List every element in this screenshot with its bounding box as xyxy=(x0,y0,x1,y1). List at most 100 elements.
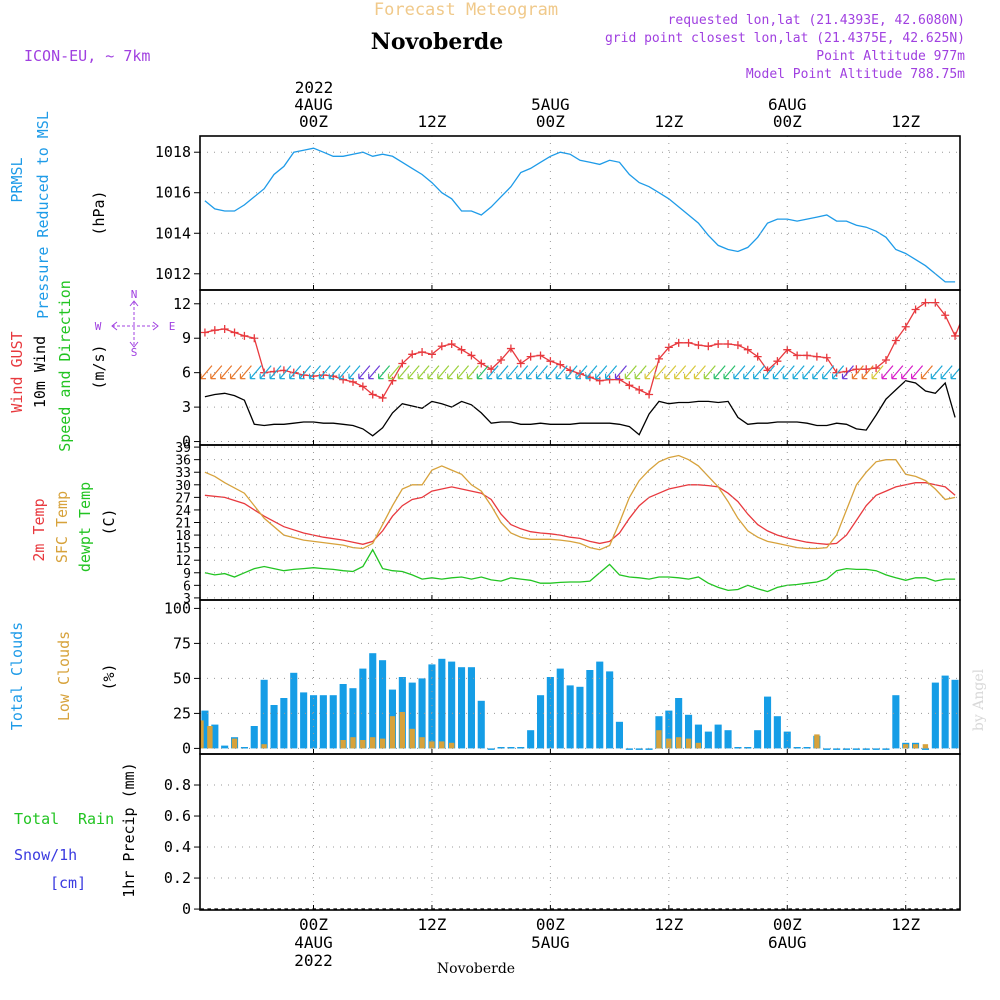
wind-barb-shaft xyxy=(526,365,539,380)
total-cloud-bar xyxy=(734,747,742,749)
gust-point-marker xyxy=(753,352,762,361)
total-cloud-bar xyxy=(379,660,387,749)
wind-barb xyxy=(535,365,548,380)
wind-barb-shaft xyxy=(200,365,213,380)
wind-barb xyxy=(713,365,726,380)
snow-label: Snow/1h xyxy=(14,846,77,864)
gust-point-marker xyxy=(625,381,634,390)
wind-barb-shaft xyxy=(496,365,509,380)
total-cloud-bar xyxy=(497,747,505,749)
wind-barb-shaft xyxy=(407,365,420,380)
total-cloud-bar xyxy=(250,726,258,749)
temp-unit-label: (C) xyxy=(100,508,118,535)
gust-point-marker xyxy=(546,357,555,366)
wind-barb-shaft xyxy=(644,365,657,380)
top-time-label: 00Z xyxy=(773,112,802,131)
wind-barb xyxy=(476,365,489,380)
bottom-time-label: 12Z xyxy=(654,915,683,934)
gust-point-marker xyxy=(605,375,614,384)
gust-point-marker xyxy=(200,328,209,337)
total-cloud-bar xyxy=(260,679,268,749)
bottom-date-label: 5AUG xyxy=(531,933,570,952)
total-label: Total xyxy=(14,810,59,828)
wind-barb xyxy=(881,365,894,380)
gust-point-marker xyxy=(388,376,397,385)
wind-barb xyxy=(832,365,845,380)
total-cloud-bar xyxy=(349,688,357,749)
low-cloud-bar xyxy=(666,738,672,749)
gust-point-marker xyxy=(427,350,436,359)
wind-barb-shaft xyxy=(269,365,282,380)
gust-point-marker xyxy=(714,339,723,348)
wind-barb xyxy=(318,365,331,380)
wind-barb xyxy=(634,365,647,380)
wind-barb-shaft xyxy=(792,365,805,380)
gust-point-marker xyxy=(743,345,752,354)
wind-barb xyxy=(743,365,756,380)
wind-barb xyxy=(200,365,213,380)
low-cloud-bar xyxy=(360,740,366,749)
wind-barb xyxy=(703,365,716,380)
low-cloud-bar xyxy=(340,740,346,749)
total-cloud-bar xyxy=(793,747,801,749)
total-cloud-bar xyxy=(625,748,633,750)
wind-ytick-label: 6 xyxy=(182,364,191,382)
total-cloud-bar xyxy=(961,699,968,748)
wind-barb xyxy=(526,365,539,380)
total-cloud-bar xyxy=(418,678,426,749)
temperature-ytick-label: 9 xyxy=(183,567,191,582)
wind-barb xyxy=(427,365,440,380)
total-cloud-bar xyxy=(665,710,673,749)
total-cloud-bar xyxy=(675,698,683,749)
gust-point-marker xyxy=(358,382,367,391)
dewpt-label: dewpt Temp xyxy=(76,482,94,572)
total-cloud-bar xyxy=(477,700,485,749)
wind-barb xyxy=(762,365,775,380)
wind-barb xyxy=(851,365,864,380)
total-cloud-bar xyxy=(201,710,209,749)
wind-barb xyxy=(506,365,519,380)
gust-point-marker xyxy=(881,356,890,365)
total-cloud-bar xyxy=(428,664,436,749)
gust-point-marker xyxy=(368,390,377,399)
series-line-dewpt-temp xyxy=(204,548,956,593)
precip-ytick-label: 0.2 xyxy=(164,869,191,887)
wind-barb xyxy=(456,365,470,380)
wind-barb xyxy=(358,365,371,380)
wind-barb xyxy=(772,365,785,380)
wind-barb xyxy=(940,365,953,380)
top-time-label: 00Z xyxy=(536,112,565,131)
gust-point-marker xyxy=(457,345,466,354)
cloud-unit-label: (%) xyxy=(100,663,118,690)
series-line-10m-wind xyxy=(204,379,956,437)
wind-barb-shaft xyxy=(555,365,568,380)
point-altitude: Point Altitude 977m xyxy=(816,49,965,64)
gust-point-marker xyxy=(516,359,525,368)
low-cloud-bar xyxy=(685,738,692,749)
gust-point-marker xyxy=(220,325,229,334)
wind-barb-shaft xyxy=(772,365,785,380)
total-cloud-bar xyxy=(714,724,722,749)
wind-barb-shaft xyxy=(753,365,766,380)
low-cloud-bar xyxy=(695,742,702,749)
gust-point-marker xyxy=(526,352,535,361)
total-cloud-bar xyxy=(744,747,752,749)
wind-barb-shaft xyxy=(822,365,835,380)
wind-barb xyxy=(545,365,558,380)
gust-point-marker xyxy=(654,354,663,363)
wind-barb-shaft xyxy=(812,365,825,380)
total-cloud-bar xyxy=(507,747,515,749)
compass-w-label: W xyxy=(95,320,102,333)
total-cloud-bar xyxy=(270,705,278,749)
low-cloud-bar xyxy=(814,734,820,749)
wind-barb xyxy=(289,365,302,380)
total-cloud-bar xyxy=(596,661,604,749)
wind-barb-shaft xyxy=(486,365,499,380)
wind-barb-shaft xyxy=(861,365,874,380)
gust-point-marker xyxy=(951,331,960,340)
bottom-time-label: 00Z xyxy=(299,915,328,934)
low-cloud-bar xyxy=(419,737,425,749)
top-date-label: 4AUG xyxy=(294,95,333,114)
wind-barb-shaft xyxy=(713,365,726,380)
wind-barb xyxy=(308,365,321,380)
